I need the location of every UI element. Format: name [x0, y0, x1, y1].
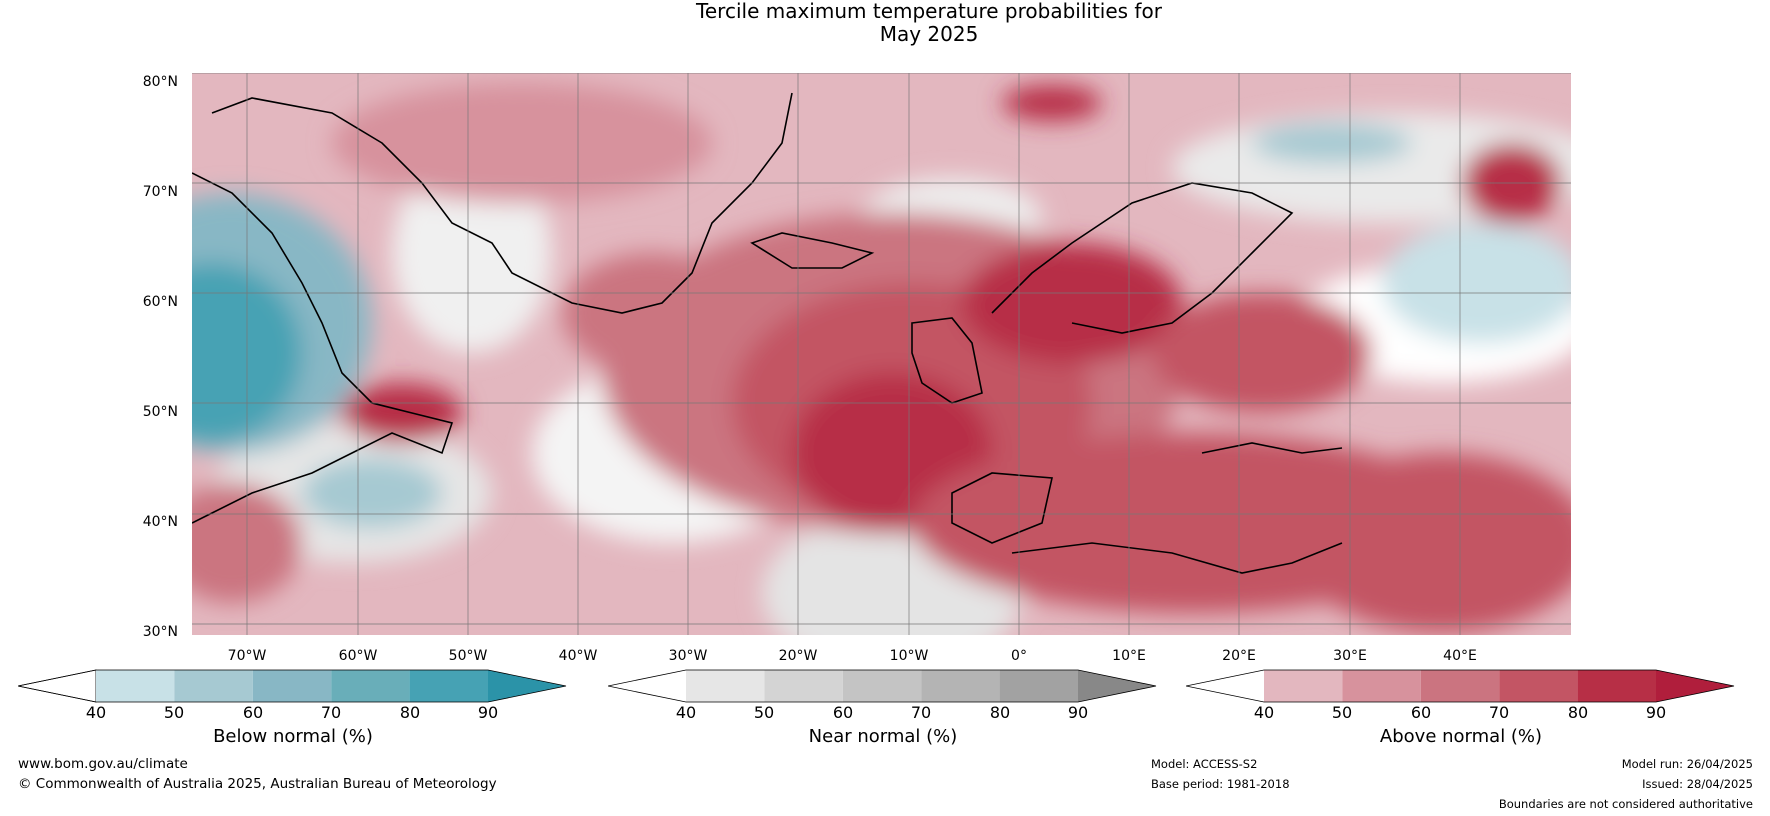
lon-label-20e: 20°E [1222, 648, 1256, 664]
near-colorbar-segment-2 [764, 670, 843, 702]
near-tick-80: 80 [989, 703, 1011, 722]
above-normal-colorbar [1186, 669, 1735, 703]
north-africa-coast [1011, 542, 1343, 574]
scandinavia-coast [991, 182, 1294, 334]
footer-base-period: Base period: 1981-2018 [1151, 777, 1290, 791]
below-colorbar-segment-2 [174, 670, 253, 702]
lat-label-60n: 60°N [142, 294, 178, 310]
lat-label-70n: 70°N [142, 184, 178, 200]
lon-label-50w: 50°W [448, 648, 488, 664]
iceland-coast [750, 232, 875, 269]
below-normal-label: Below normal (%) [213, 726, 373, 747]
black-sea-coast [1201, 442, 1343, 454]
near-colorbar-segment-5 [999, 670, 1078, 702]
footer-model: Model: ACCESS-S2 [1151, 757, 1258, 771]
above-tick-60: 60 [1410, 703, 1432, 722]
below-colorbar-segment-3 [252, 670, 332, 702]
above-colorbar-segment-2 [1342, 670, 1421, 702]
map-canvas [192, 73, 1571, 635]
above-colorbar-segment-6 [1656, 670, 1734, 702]
lon-label-10e: 10°E [1112, 648, 1146, 664]
above-tick-80: 80 [1567, 703, 1589, 722]
lon-label-70w: 70°W [227, 648, 267, 664]
probability-map [192, 73, 1571, 635]
map-title: Tercile maximum temperature probabilitie… [0, 0, 1770, 46]
below-colorbar-segment-1 [96, 670, 175, 702]
footer-copyright: © Commonwealth of Australia 2025, Austra… [18, 776, 497, 792]
above-tick-40: 40 [1253, 703, 1275, 722]
below-colorbar-segment-4 [331, 670, 410, 702]
footer-model-run: Model run: 26/04/2025 [1621, 757, 1753, 771]
iberia-coast [951, 472, 1053, 544]
near-tick-70: 70 [910, 703, 932, 722]
below-normal-colorbar [18, 669, 567, 703]
below-tick-50: 50 [163, 703, 185, 722]
title-line-1: Tercile maximum temperature probabilitie… [696, 0, 1162, 23]
british-isles-coast [911, 317, 983, 404]
near-colorbar-segment-0 [608, 670, 686, 702]
near-tick-40: 40 [675, 703, 697, 722]
north-america-coast [192, 172, 454, 524]
lat-label-80n: 80°N [142, 74, 178, 90]
near-tick-90: 90 [1067, 703, 1089, 722]
near-colorbar-segment-6 [1078, 670, 1156, 702]
below-tick-80: 80 [399, 703, 421, 722]
lat-label-40n: 40°N [142, 514, 178, 530]
above-colorbar-segment-0 [1186, 670, 1264, 702]
near-normal-colorbar [608, 669, 1157, 703]
below-tick-60: 60 [242, 703, 264, 722]
footer-issued: Issued: 28/04/2025 [1642, 777, 1753, 791]
above-normal-label: Above normal (%) [1379, 726, 1543, 747]
above-colorbar-segment-1 [1264, 670, 1343, 702]
below-tick-70: 70 [320, 703, 342, 722]
near-tick-60: 60 [832, 703, 854, 722]
below-colorbar-outline [18, 669, 567, 703]
lat-label-50n: 50°N [142, 404, 178, 420]
near-colorbar-segment-3 [842, 670, 922, 702]
near-colorbar-segment-1 [686, 670, 765, 702]
lon-label-60w: 60°W [338, 648, 378, 664]
near-colorbar-outline [608, 669, 1157, 703]
above-colorbar-segment-3 [1420, 670, 1500, 702]
title-line-2: May 2025 [879, 22, 979, 46]
below-colorbar-segment-6 [488, 670, 566, 702]
greenland-coast [211, 92, 793, 314]
coastlines [192, 92, 1343, 574]
lon-label-20w: 20°W [778, 648, 818, 664]
above-tick-90: 90 [1645, 703, 1667, 722]
near-colorbar-segment-4 [921, 670, 1000, 702]
lon-label-30w: 30°W [668, 648, 708, 664]
below-tick-40: 40 [85, 703, 107, 722]
near-normal-label: Near normal (%) [808, 726, 958, 747]
lon-label-30e: 30°E [1333, 648, 1367, 664]
below-colorbar-segment-5 [409, 670, 488, 702]
below-colorbar-segment-0 [18, 669, 97, 703]
lat-label-30n: 30°N [142, 624, 178, 640]
lon-label-10w: 10°W [889, 648, 929, 664]
lon-label-40e: 40°E [1443, 648, 1477, 664]
below-tick-90: 90 [477, 703, 499, 722]
above-colorbar-outline [1186, 669, 1735, 703]
above-tick-50: 50 [1331, 703, 1353, 722]
lon-label-40w: 40°W [558, 648, 598, 664]
footer-website: www.bom.gov.au/climate [18, 756, 188, 772]
lon-label-0: 0° [1011, 648, 1027, 664]
graticule [192, 73, 1571, 635]
footer-disclaimer: Boundaries are not considered authoritat… [1498, 797, 1753, 811]
above-colorbar-segment-5 [1577, 670, 1656, 702]
near-tick-50: 50 [753, 703, 775, 722]
above-tick-70: 70 [1488, 703, 1510, 722]
above-colorbar-segment-4 [1499, 670, 1578, 702]
